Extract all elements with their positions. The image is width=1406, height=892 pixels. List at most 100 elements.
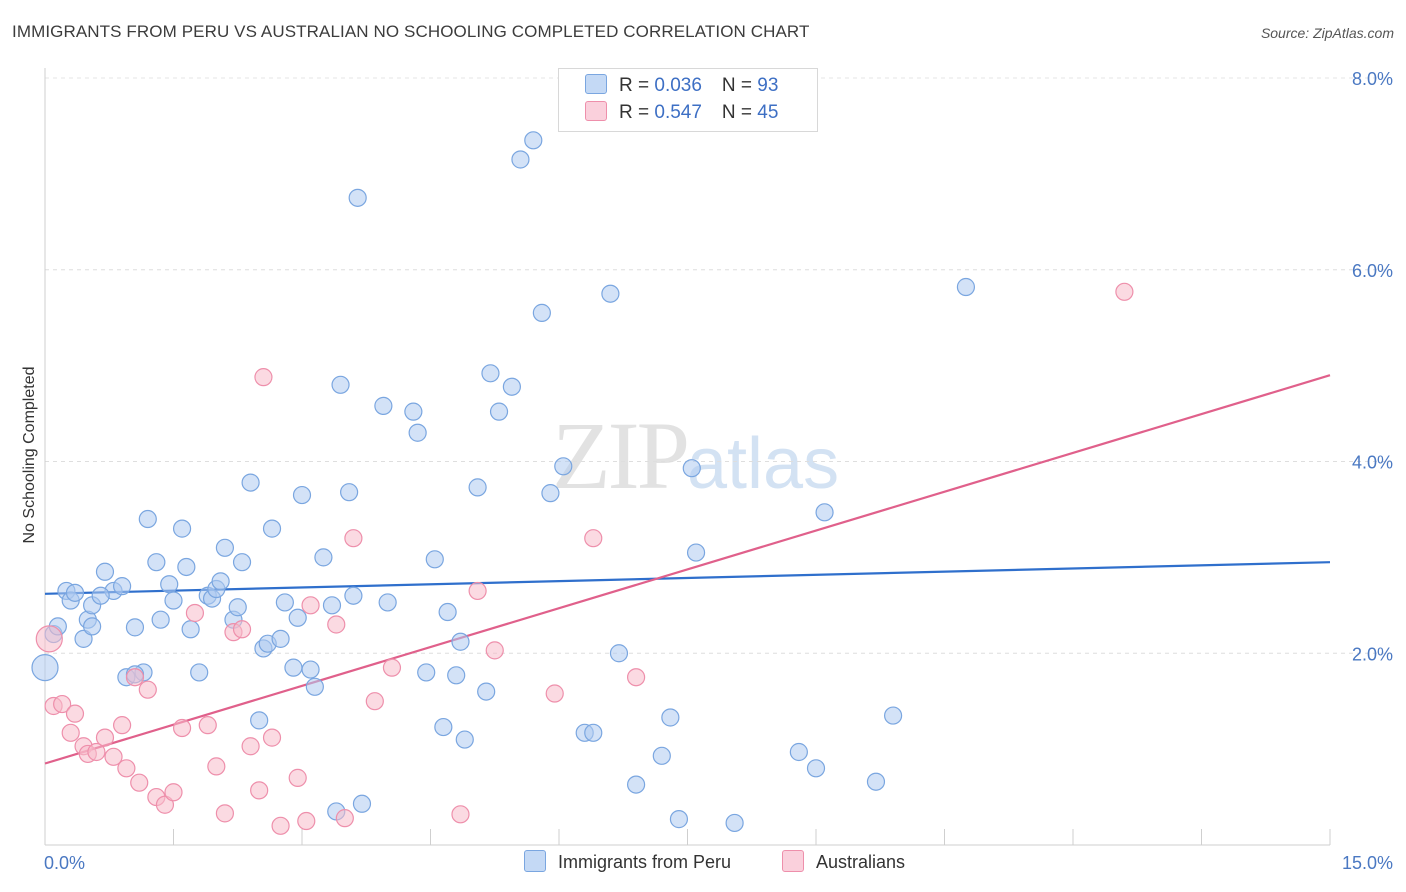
legend-n-value: 93 (757, 75, 779, 96)
tick-labels: 2.0% 4.0% 6.0% 8.0% 0.0% 15.0% (44, 69, 1393, 873)
point-peru (164, 591, 183, 610)
point-peru (31, 654, 59, 682)
point-peru (83, 617, 102, 636)
point-australians (87, 742, 106, 762)
point-peru (177, 557, 196, 577)
point-australians (344, 529, 363, 548)
point-peru (241, 473, 260, 492)
point-peru (404, 402, 423, 421)
point-australians (271, 816, 290, 835)
trend-lines (44, 374, 1331, 765)
point-peru (609, 644, 629, 663)
point-peru (532, 303, 551, 322)
y-axis-label: No Schooling Completed (21, 367, 38, 544)
point-australians (250, 781, 269, 800)
point-australians (172, 718, 192, 738)
watermark-atlas: atlas (687, 424, 840, 504)
point-peru (669, 810, 689, 829)
point-peru (541, 484, 560, 503)
legend-r-label: R = (619, 102, 655, 123)
point-peru (455, 730, 474, 749)
point-peru (65, 583, 85, 602)
point-peru (806, 759, 826, 778)
point-peru (172, 519, 192, 538)
point-australians (104, 747, 123, 766)
point-australians (35, 625, 63, 653)
point-peru (789, 742, 808, 762)
legend-n-label: N = (721, 102, 758, 123)
point-australians (232, 620, 252, 639)
trend-line-peru (44, 561, 1331, 595)
point-peru (378, 593, 397, 612)
chart-title: IMMIGRANTS FROM PERU VS AUSTRALIAN NO SC… (12, 22, 810, 41)
trend-line-australians (44, 374, 1331, 765)
point-peru (352, 794, 372, 813)
bottom-legend-swatch-peru (524, 850, 546, 873)
point-australians (1115, 282, 1134, 301)
y-tick-label: 8.0% (1352, 69, 1393, 89)
point-peru (95, 562, 115, 581)
point-peru (468, 478, 487, 497)
point-peru (250, 711, 269, 730)
point-peru (477, 682, 496, 701)
point-peru (601, 284, 620, 303)
point-australians (117, 759, 136, 778)
point-australians (95, 728, 115, 747)
point-australians (301, 596, 320, 615)
point-peru (652, 746, 671, 765)
point-peru (425, 550, 444, 569)
point-peru (815, 503, 834, 522)
point-peru (524, 131, 543, 150)
point-peru (451, 632, 470, 651)
point-australians (584, 529, 603, 548)
bottom-legend-label-peru: Immigrants from Peru (558, 852, 732, 872)
point-peru (271, 629, 290, 648)
point-australians (155, 795, 175, 814)
point-peru (661, 708, 680, 727)
point-peru (374, 396, 393, 415)
watermark: ZIPatlas (552, 400, 839, 511)
point-australians (451, 805, 470, 824)
point-peru (554, 457, 573, 476)
legend-n-label: N = (721, 75, 758, 96)
point-peru (284, 658, 303, 677)
point-peru (686, 543, 706, 562)
point-peru (215, 538, 234, 557)
point-peru (112, 577, 132, 596)
point-peru (151, 610, 170, 629)
point-peru (275, 593, 294, 612)
x-tick-label: 15.0% (1342, 853, 1393, 873)
point-peru (344, 586, 363, 605)
point-peru (322, 596, 342, 615)
point-peru (502, 377, 521, 396)
legend-swatch-australians (585, 100, 607, 121)
point-peru (305, 677, 324, 696)
point-peru (125, 618, 145, 637)
point-australians (61, 723, 80, 742)
point-australians (335, 809, 354, 828)
y-tick-label: 6.0% (1352, 261, 1393, 281)
point-australians (485, 641, 504, 660)
legend-row-australians: R = 0.547 N = 45 (585, 100, 778, 125)
bottom-legend-australians: Australians (782, 850, 905, 874)
point-australians (241, 737, 260, 756)
point-peru (314, 548, 333, 567)
y-tick-label: 4.0% (1352, 453, 1393, 473)
point-peru (434, 717, 453, 737)
point-australians (626, 668, 646, 687)
point-peru (190, 663, 209, 682)
point-peru (228, 598, 247, 617)
legend-row-peru: R = 0.036 N = 93 (585, 73, 779, 98)
point-peru (74, 629, 93, 648)
point-peru (725, 813, 744, 833)
correlation-legend: R = 0.036 N = 93 R = 0.547 N = 45 (558, 68, 818, 132)
point-australians (468, 581, 487, 601)
legend-r-value: 0.547 (654, 102, 702, 123)
point-peru (301, 660, 320, 679)
legend-r-value: 0.036 (654, 75, 702, 96)
point-peru (511, 150, 530, 169)
point-australians (164, 783, 183, 802)
point-peru (91, 586, 110, 605)
point-peru (438, 602, 457, 622)
